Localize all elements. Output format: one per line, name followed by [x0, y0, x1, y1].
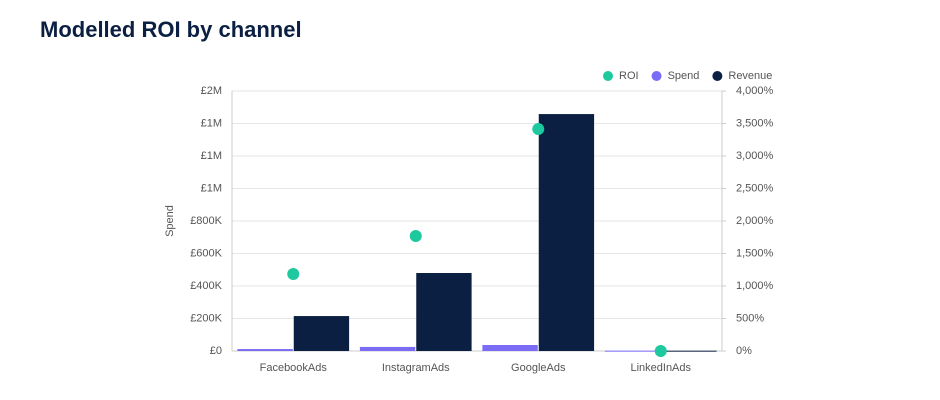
- bar: [661, 350, 717, 352]
- y-axis-label: Spend: [164, 205, 176, 237]
- y-tick-label: £400K: [190, 280, 222, 292]
- bar: [538, 114, 595, 351]
- y-tick-label: £2M: [201, 85, 222, 97]
- bar: [237, 349, 293, 351]
- y2-tick-label: 4,000%: [736, 85, 774, 97]
- bar: [604, 350, 661, 352]
- bar: [482, 344, 538, 351]
- legend-label: Revenue: [728, 70, 772, 82]
- y-tick-label: £1M: [201, 182, 222, 194]
- y2-tick-label: 0%: [736, 345, 752, 357]
- y-tick-label: £1M: [201, 117, 222, 129]
- y2-tick-label: 2,000%: [736, 215, 774, 227]
- y2-tick-label: 1,000%: [736, 280, 774, 292]
- legend-marker: [712, 71, 723, 81]
- x-tick-label: LinkedInAds: [630, 362, 691, 374]
- point: [532, 123, 545, 136]
- chart-title: Modelled ROI by channel: [40, 17, 302, 42]
- y-tick-label: £800K: [190, 215, 222, 227]
- point: [409, 229, 422, 242]
- point: [654, 345, 667, 357]
- legend-marker: [651, 71, 662, 81]
- bar: [359, 346, 416, 351]
- legend-label: Spend: [668, 70, 700, 82]
- y2-tick-label: 3,000%: [736, 150, 774, 162]
- y2-tick-label: 500%: [736, 312, 764, 324]
- y-tick-label: £0: [210, 345, 222, 357]
- y-tick-label: £200K: [190, 312, 222, 324]
- x-tick-label: InstagramAds: [382, 362, 450, 374]
- x-tick-label: FacebookAds: [260, 362, 328, 374]
- y-tick-label: £1M: [201, 150, 222, 162]
- bar: [416, 273, 472, 351]
- y-tick-label: £600K: [190, 247, 222, 259]
- legend-marker: [603, 71, 613, 81]
- legend-label: ROI: [619, 70, 639, 82]
- x-tick-label: GoogleAds: [511, 362, 566, 374]
- y2-tick-label: 2,500%: [736, 182, 774, 194]
- y2-tick-label: 3,500%: [736, 117, 774, 129]
- y2-tick-label: 1,500%: [736, 247, 774, 259]
- point: [287, 267, 300, 280]
- bar: [293, 316, 350, 351]
